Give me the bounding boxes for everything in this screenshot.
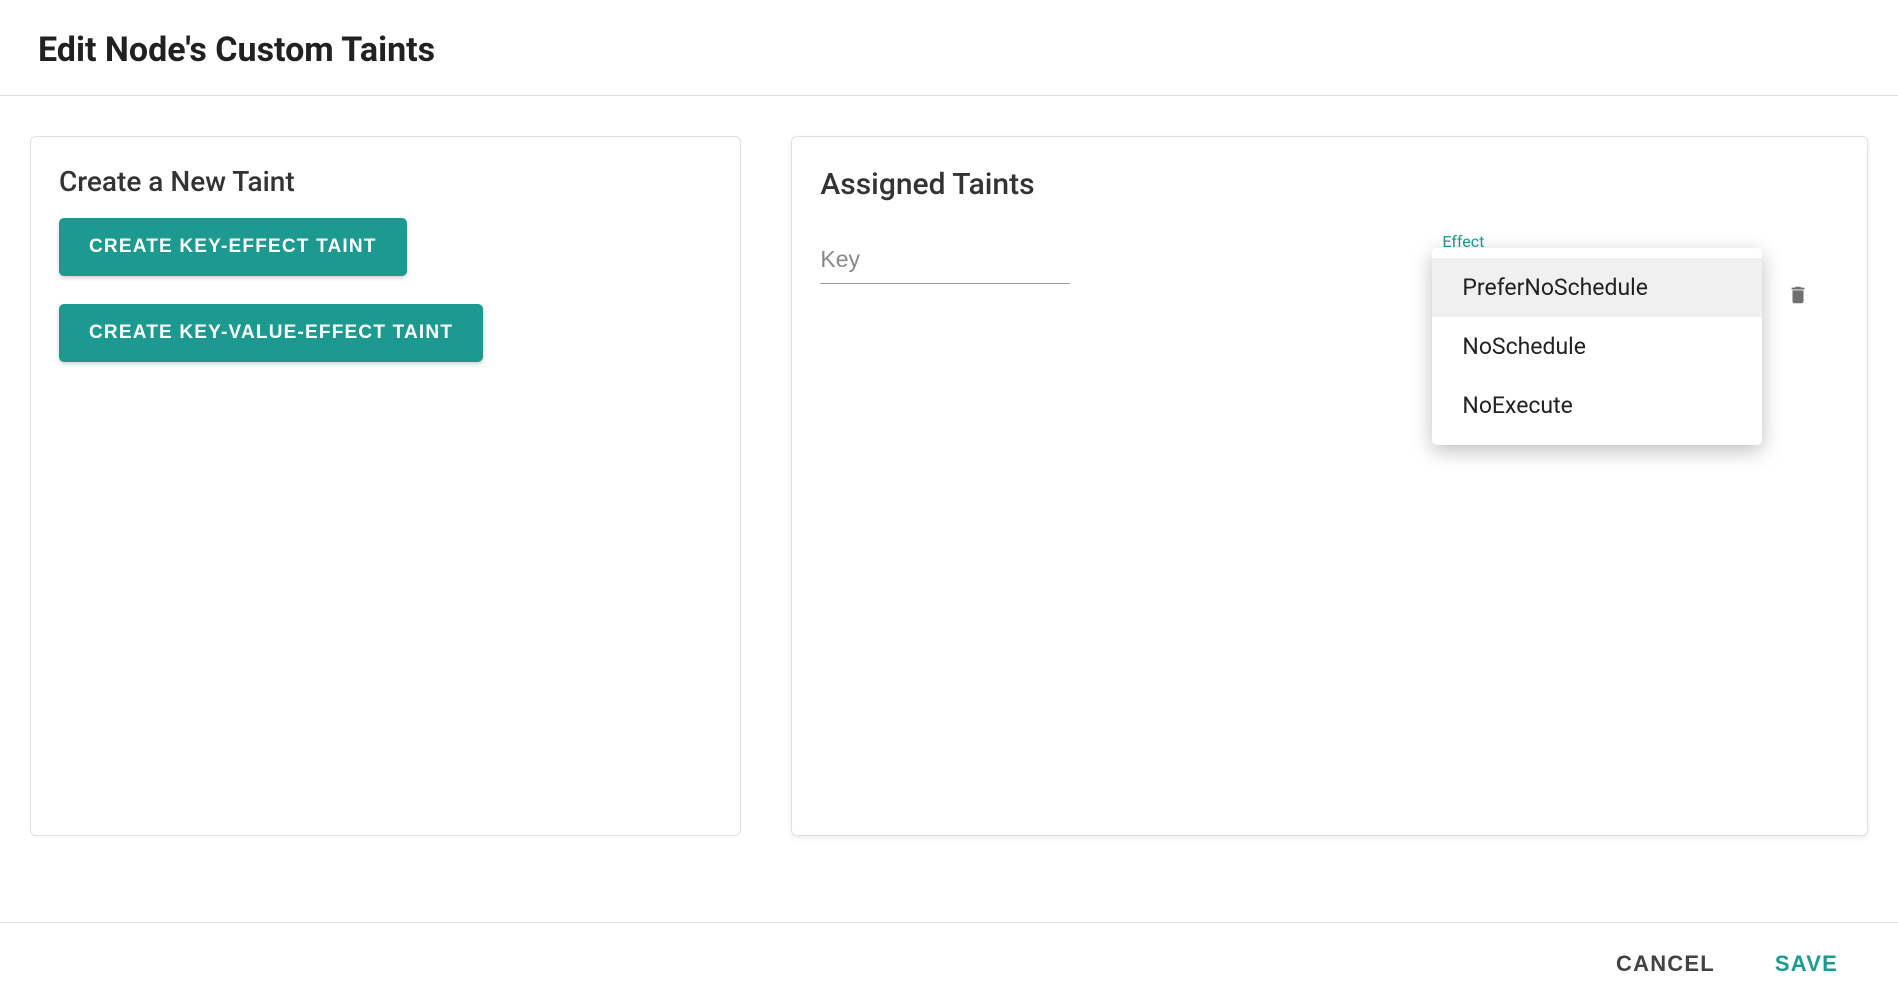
effect-dropdown[interactable]: PreferNoSchedule NoSchedule NoExecute [1432, 248, 1762, 445]
create-key-value-effect-button[interactable]: CREATE KEY-VALUE-EFFECT TAINT [59, 304, 483, 362]
key-input-wrap [820, 240, 1070, 284]
assigned-taints-card: Assigned Taints Effect PreferNoSchedule … [791, 136, 1868, 836]
create-key-effect-button[interactable]: CREATE KEY-EFFECT TAINT [59, 218, 407, 276]
assigned-taints-title: Assigned Taints [820, 167, 1839, 202]
effect-option-noexecute[interactable]: NoExecute [1432, 376, 1762, 435]
dialog-footer: CANCEL SAVE [0, 922, 1898, 977]
content-area: Create a New Taint CREATE KEY-EFFECT TAI… [0, 96, 1898, 836]
save-button[interactable]: SAVE [1775, 951, 1838, 977]
effect-option-noschedule[interactable]: NoSchedule [1432, 317, 1762, 376]
create-taint-card: Create a New Taint CREATE KEY-EFFECT TAI… [30, 136, 741, 836]
cancel-button[interactable]: CANCEL [1616, 951, 1715, 977]
effect-option-prefernoschedule[interactable]: PreferNoSchedule [1432, 258, 1762, 317]
delete-taint-button[interactable] [1785, 280, 1811, 310]
key-input[interactable] [820, 240, 1070, 284]
create-taint-title: Create a New Taint [59, 165, 712, 198]
taint-row: Effect PreferNoSchedule NoSchedule NoExe… [820, 240, 1839, 284]
trash-icon [1787, 282, 1809, 308]
page-title: Edit Node's Custom Taints [0, 0, 1898, 95]
